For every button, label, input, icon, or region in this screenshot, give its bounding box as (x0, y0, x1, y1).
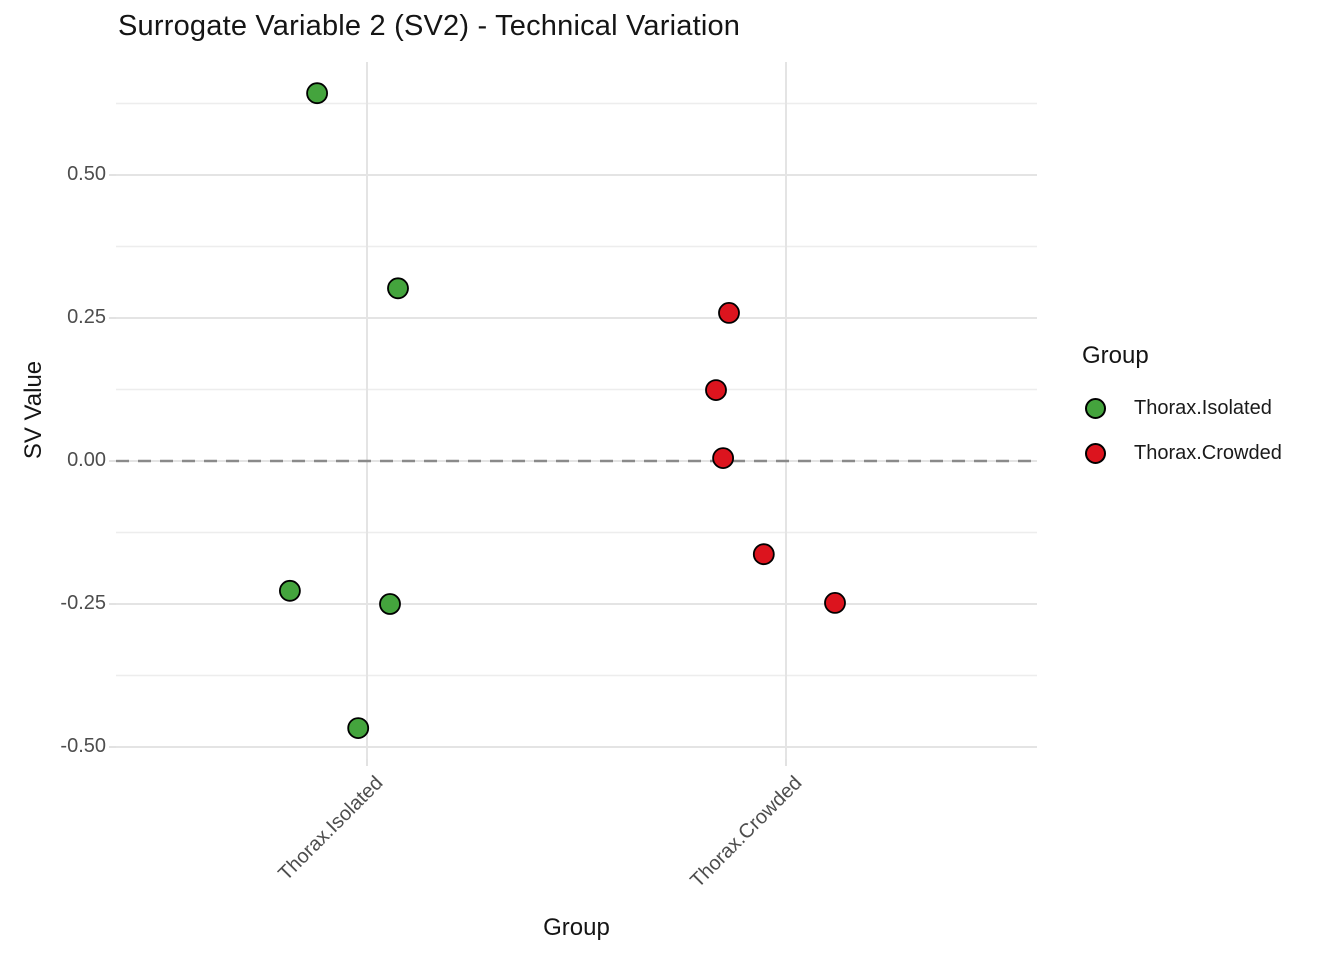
data-point-thorax-isolated (347, 717, 370, 739)
data-point-thorax-isolated (387, 277, 409, 300)
legend-item-thorax-crowded: Thorax.Crowded (1082, 431, 1282, 476)
y-tick-label: -0.25 (60, 592, 106, 614)
legend-items: Thorax.Isolated Thorax.Crowded (1082, 386, 1282, 476)
legend-item-label: Thorax.Crowded (1134, 442, 1282, 464)
y-tick-label: 0.50 (67, 163, 106, 185)
data-point-thorax-isolated (278, 579, 301, 602)
y-tick-label: -0.50 (60, 735, 106, 757)
data-point-thorax-crowded (752, 543, 775, 566)
plot-canvas (116, 62, 1037, 759)
data-point-thorax-crowded (718, 301, 740, 324)
legend-item-label: Thorax.Isolated (1134, 397, 1272, 419)
legend-key-circle-icon (1085, 398, 1106, 419)
y-tick-mark (109, 603, 116, 605)
legend-key-circle-icon (1085, 443, 1106, 464)
data-point-thorax-isolated (379, 593, 401, 615)
legend-title: Group (1082, 342, 1149, 369)
y-tick-label: 0.25 (67, 306, 106, 328)
x-tick-mark (785, 759, 787, 766)
y-tick-mark (109, 174, 116, 176)
data-point-thorax-crowded (712, 447, 734, 470)
legend: Group Thorax.Isolated Thorax.Crowded (1082, 342, 1282, 476)
y-tick-mark (109, 746, 116, 748)
chart-title: Surrogate Variable 2 (SV2) - Technical V… (118, 10, 741, 42)
data-point-thorax-crowded (705, 379, 727, 402)
y-tick-label: 0.00 (67, 449, 106, 471)
data-point-thorax-crowded (824, 592, 846, 614)
legend-item-thorax-isolated: Thorax.Isolated (1082, 386, 1282, 431)
y-tick-mark (109, 317, 116, 319)
x-tick-mark (366, 759, 368, 766)
plot-panel (116, 62, 1037, 759)
y-axis-title: SV Value (20, 360, 47, 460)
data-point-thorax-isolated (306, 82, 329, 105)
x-tick-label: Thorax.Crowded (686, 772, 807, 893)
y-tick-mark (109, 460, 116, 462)
x-axis-title: Group (543, 914, 610, 941)
x-tick-label: Thorax.Isolated (274, 772, 388, 886)
